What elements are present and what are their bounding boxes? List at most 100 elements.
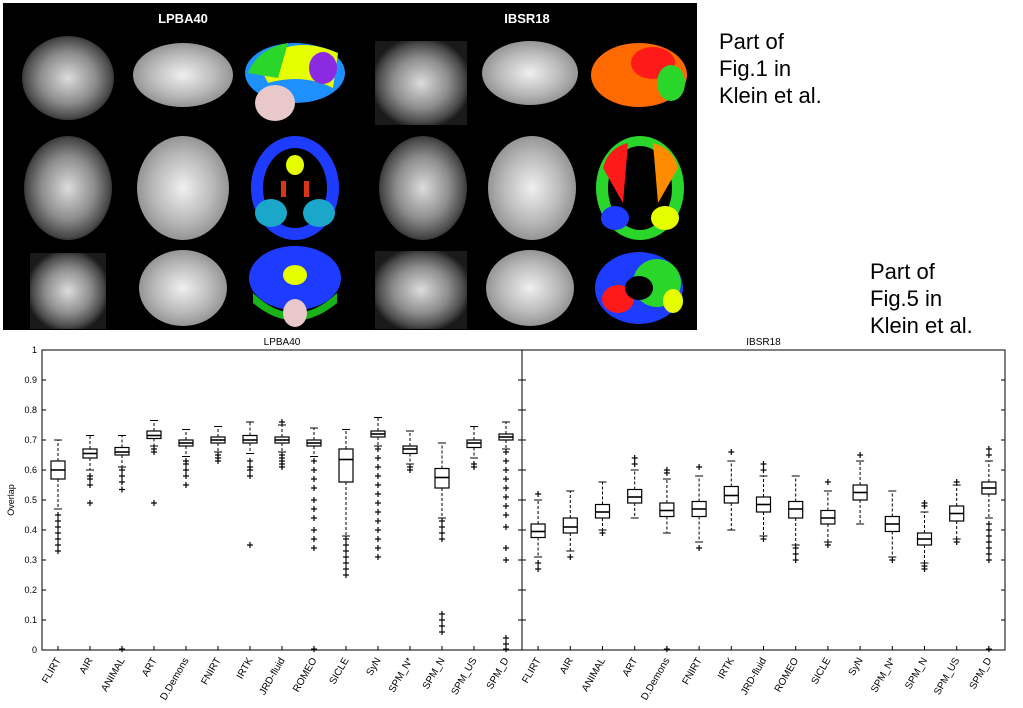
outlier-marker xyxy=(119,479,125,485)
outlier-marker xyxy=(183,467,189,473)
box-SPM_N xyxy=(434,442,450,635)
outlier-marker xyxy=(503,557,509,563)
outlier-marker xyxy=(87,500,93,506)
y-tick-label: 0 xyxy=(32,645,37,655)
outlier-marker xyxy=(343,536,349,542)
box-SPM_US xyxy=(466,426,482,470)
box-D.Demons xyxy=(178,429,194,488)
box-plot-chart: LPBA40 0 0.1 0.2 0.3 0.4 0.5 0.6 0.7 0.8 0.9 1 Overl… xyxy=(6,337,1006,702)
x-category-label: SPM_D xyxy=(485,656,512,691)
outlier-marker xyxy=(985,551,992,557)
x-category-label: SPM_US xyxy=(450,656,480,697)
outlier-marker xyxy=(183,482,189,488)
outlier-marker xyxy=(985,527,992,533)
outlier-marker xyxy=(535,560,542,566)
box-SyN xyxy=(852,452,868,525)
outlier-marker xyxy=(375,554,381,560)
box-AIR xyxy=(562,490,578,560)
outlier-marker xyxy=(375,500,381,506)
outlier-marker xyxy=(375,527,381,533)
outlier-marker xyxy=(439,629,445,635)
mri-sagittal-raw-ibsr18 xyxy=(375,41,467,125)
mri-axial-raw-ibsr18 xyxy=(379,136,467,240)
x-category-label: ROMEO xyxy=(773,656,802,694)
outlier-marker xyxy=(439,524,445,530)
outlier-marker xyxy=(728,449,735,455)
outlier-marker xyxy=(503,512,509,518)
outlier-marker xyxy=(87,476,93,482)
outlier-marker xyxy=(375,536,381,542)
outlier-marker xyxy=(375,473,381,479)
y-tick-label: 0.5 xyxy=(24,495,37,505)
box-AIR xyxy=(82,435,98,506)
y-tick-label: 1 xyxy=(32,345,37,355)
y-axis-label: Overlap xyxy=(6,484,16,516)
x-category-label: SyN xyxy=(847,656,866,678)
outlier-marker xyxy=(55,548,61,554)
brain-image-panel: LPBA40 IBSR18 xyxy=(3,3,697,330)
box-JRD-fluid xyxy=(274,419,290,470)
caption-fig1: Part of Fig.1 in Klein et al. xyxy=(719,29,822,108)
outlier-marker xyxy=(439,536,445,542)
outlier-marker xyxy=(696,464,703,470)
outlier-marker xyxy=(503,524,509,530)
title-ibsr18: IBSR18 xyxy=(504,11,550,26)
outlier-marker xyxy=(55,530,61,536)
x-category-label: IRTK xyxy=(716,656,737,681)
panel-title: LPBA40 xyxy=(264,337,301,348)
outlier-marker xyxy=(535,491,542,497)
x-category-label: ART xyxy=(621,656,640,679)
outlier-marker xyxy=(857,452,864,458)
outlier-marker xyxy=(55,524,61,530)
outlier-marker xyxy=(985,452,992,458)
label-map-axial-ibsr18 xyxy=(596,136,684,240)
outlier-marker xyxy=(503,458,509,464)
box-iqr xyxy=(562,517,578,534)
outlier-marker xyxy=(503,494,509,500)
mri-sagittal-stripped-lpba40 xyxy=(133,43,233,107)
x-category-label: D.Demons xyxy=(639,656,672,702)
outlier-marker xyxy=(439,611,445,617)
label-map-coronal-ibsr18 xyxy=(595,252,683,324)
x-category-label: JRD-fluid xyxy=(739,656,769,697)
outlier-marker xyxy=(311,458,317,464)
outlier-marker xyxy=(343,560,349,566)
box-SPM_N* xyxy=(884,490,900,563)
outlier-marker xyxy=(311,497,317,503)
mri-axial-stripped-ibsr18 xyxy=(488,136,576,240)
outlier-marker xyxy=(55,512,61,518)
caption-fig5: Part of Fig.5 in Klein et al. xyxy=(870,259,973,338)
mri-sagittal-stripped-ibsr18 xyxy=(482,41,578,105)
outlier-marker xyxy=(953,539,960,545)
outlier-marker xyxy=(55,536,61,542)
outlier-marker xyxy=(439,617,445,623)
outlier-marker xyxy=(921,500,928,506)
y-tick-label: 0.9 xyxy=(24,375,37,385)
x-category-label: ART xyxy=(140,656,159,679)
x-category-label: ANIMAL xyxy=(580,656,608,694)
mri-axial-raw-lpba40 xyxy=(24,136,112,240)
box-FNIRT xyxy=(691,464,707,551)
x-category-label: SPM_N xyxy=(421,656,448,691)
outlier-marker xyxy=(215,458,221,464)
outlier-marker xyxy=(247,467,253,473)
outlier-marker xyxy=(87,482,93,488)
outlier-marker xyxy=(953,479,960,485)
outlier-marker xyxy=(631,461,638,467)
box-FLIRT xyxy=(530,491,546,572)
x-category-label: SICLE xyxy=(328,656,352,687)
outlier-marker xyxy=(824,542,831,548)
box-ROMEO xyxy=(788,475,804,563)
outlier-marker xyxy=(921,566,928,572)
box-ART xyxy=(146,420,162,506)
outlier-marker xyxy=(985,521,992,527)
outlier-marker xyxy=(503,476,509,482)
outlier-marker xyxy=(375,545,381,551)
outlier-marker xyxy=(375,509,381,515)
label-map-sagittal-ibsr18 xyxy=(591,43,687,107)
outlier-marker xyxy=(535,566,542,572)
outlier-marker xyxy=(375,455,381,461)
box-FLIRT xyxy=(50,439,66,554)
outlier-marker xyxy=(503,503,509,509)
outlier-marker xyxy=(343,542,349,548)
